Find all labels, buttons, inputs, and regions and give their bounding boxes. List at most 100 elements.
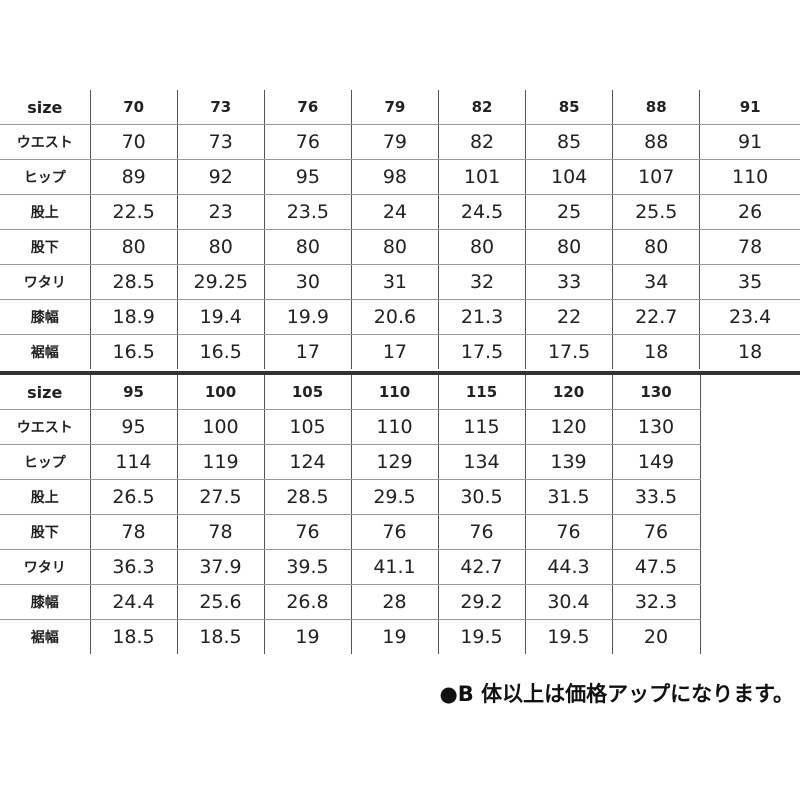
measurement-cell: 85 <box>525 124 613 160</box>
measurement-cell: 39.5 <box>263 549 351 585</box>
measurement-cell: 104 <box>525 159 613 195</box>
table-row: 股上 26.5 27.5 28.5 29.5 30.5 31.5 33.5 <box>0 479 701 515</box>
measurement-cell: 139 <box>524 444 612 480</box>
table-row: ヒップ 114 119 124 129 134 139 149 <box>0 444 701 480</box>
table-row: 股下 80 80 80 80 80 80 80 78 <box>0 229 800 265</box>
size-header-cell: 79 <box>350 90 439 125</box>
measurement-cell: 30.4 <box>524 584 612 620</box>
measurement-cell: 20 <box>611 619 701 654</box>
measurement-cell: 23.4 <box>699 299 800 335</box>
measurement-cell: 25.5 <box>612 194 700 230</box>
row-label: size <box>0 90 91 125</box>
measurement-cell: 29.25 <box>176 264 265 300</box>
measurement-cell: 80 <box>263 229 352 265</box>
measurement-cell: 80 <box>176 229 265 265</box>
measurement-cell: 76 <box>263 124 352 160</box>
measurement-cell: 18.5 <box>176 619 264 654</box>
measurement-cell: 37.9 <box>176 549 264 585</box>
measurement-cell: 78 <box>699 229 800 265</box>
table-row: 股下 78 78 76 76 76 76 76 <box>0 514 701 550</box>
measurement-cell: 82 <box>437 124 526 160</box>
row-label: ウエスト <box>0 124 91 160</box>
measurement-cell: 20.6 <box>350 299 439 335</box>
row-label: 膝幅 <box>0 299 91 335</box>
measurement-cell: 98 <box>350 159 439 195</box>
size-header-cell: 95 <box>89 375 177 410</box>
measurement-cell: 31 <box>350 264 439 300</box>
measurement-cell: 80 <box>612 229 700 265</box>
measurement-cell: 18.5 <box>89 619 177 654</box>
measurement-cell: 35 <box>699 264 800 300</box>
measurement-cell: 24.4 <box>89 584 177 620</box>
measurement-cell: 17.5 <box>437 334 526 369</box>
measurement-cell: 80 <box>89 229 178 265</box>
measurement-cell: 89 <box>89 159 178 195</box>
row-label: 裾幅 <box>30 345 59 361</box>
measurement-cell: 23 <box>176 194 265 230</box>
size-header-cell: 115 <box>437 375 525 410</box>
table-row: ワタリ 28.5 29.25 30 31 32 33 34 35 <box>0 264 800 300</box>
measurement-cell: 19.5 <box>524 619 612 654</box>
measurement-cell: 95 <box>89 409 177 445</box>
measurement-cell: 18.9 <box>89 299 178 335</box>
measurement-cell: 24.5 <box>437 194 526 230</box>
measurement-cell: 107 <box>612 159 700 195</box>
row-label: ウエスト <box>0 409 90 445</box>
size-table-1: size 70 73 76 79 82 85 88 91 ウエスト 70 73 76 79 82 85 88 91… <box>0 90 800 369</box>
size-header-cell: 76 <box>263 90 352 125</box>
measurement-cell: 26 <box>699 194 800 230</box>
measurement-cell: 80 <box>350 229 439 265</box>
row-label: ワタリ <box>0 549 90 585</box>
table-row: 膝幅 24.4 25.6 26.8 28 29.2 30.4 32.3 <box>0 584 701 620</box>
measurement-cell: 34 <box>612 264 700 300</box>
measurement-cell: 26.8 <box>263 584 351 620</box>
measurement-cell: 24 <box>350 194 439 230</box>
measurement-cell: 33 <box>525 264 613 300</box>
measurement-cell: 91 <box>699 124 800 160</box>
measurement-cell: 76 <box>611 514 701 550</box>
measurement-cell: 29.5 <box>350 479 438 515</box>
row-label: 股上 <box>0 479 90 515</box>
size-header-cell: 105 <box>263 375 351 410</box>
measurement-cell: 124 <box>263 444 351 480</box>
measurement-cell: 27.5 <box>176 479 264 515</box>
measurement-cell: 134 <box>437 444 525 480</box>
measurement-cell: 18 <box>699 334 800 369</box>
measurement-cell: 23.5 <box>263 194 352 230</box>
measurement-cell: 78 <box>89 514 177 550</box>
row-label: 膝幅 <box>0 584 90 620</box>
measurement-cell: 110 <box>699 159 800 195</box>
measurement-cell: 25 <box>525 194 613 230</box>
measurement-cell: 105 <box>263 409 351 445</box>
measurement-cell: 19.4 <box>176 299 265 335</box>
size-header-cell: 91 <box>699 90 800 125</box>
measurement-cell: 17.5 <box>525 334 613 369</box>
table-row: 股上 22.5 23 23.5 24 24.5 25 25.5 26 <box>0 194 800 230</box>
measurement-cell: 76 <box>524 514 612 550</box>
measurement-cell: 73 <box>176 124 265 160</box>
size-table-2: size 95 100 105 110 115 120 130 ウエスト 95 100 105 110 1… <box>0 375 701 654</box>
table-row: 裾幅 18.5 18.5 19 19 19.5 19.5 20 <box>0 619 701 654</box>
size-header-cell: 82 <box>437 90 526 125</box>
measurement-cell: 25.6 <box>176 584 264 620</box>
measurement-cell: 16.5 <box>176 334 265 369</box>
measurement-cell: 76 <box>350 514 438 550</box>
price-note: ●B 体以上は価格アップになります。 <box>439 682 794 706</box>
measurement-cell: 76 <box>437 514 525 550</box>
measurement-cell: 149 <box>611 444 701 480</box>
measurement-cell: 28 <box>350 584 438 620</box>
table-row: ヒップ 89 92 95 98 101 104 107 110 <box>0 159 800 195</box>
measurement-cell: 80 <box>525 229 613 265</box>
measurement-cell: 33.5 <box>611 479 701 515</box>
size-header-cell: 110 <box>350 375 438 410</box>
size-header-cell: 100 <box>176 375 264 410</box>
measurement-cell: 95 <box>263 159 352 195</box>
measurement-cell: 76 <box>263 514 351 550</box>
measurement-cell: 119 <box>176 444 264 480</box>
measurement-cell: 19.5 <box>437 619 525 654</box>
row-label: 股下 <box>0 229 91 265</box>
measurement-cell: 22.5 <box>89 194 178 230</box>
measurement-cell: 16.5 <box>89 334 178 369</box>
measurement-cell: 129 <box>350 444 438 480</box>
size-header-cell: 85 <box>525 90 613 125</box>
